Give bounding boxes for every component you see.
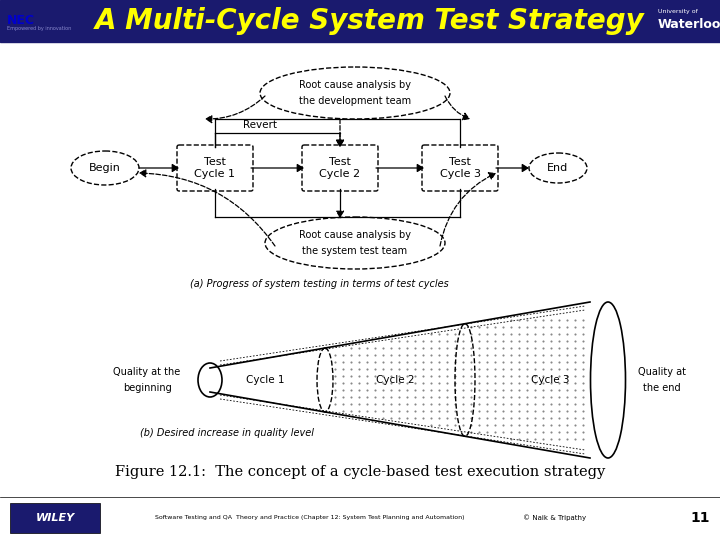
Text: A Multi-Cycle System Test Strategy: A Multi-Cycle System Test Strategy bbox=[95, 7, 645, 35]
Text: Quality at: Quality at bbox=[638, 367, 686, 377]
Text: Test
Cycle 3: Test Cycle 3 bbox=[439, 157, 480, 179]
Text: 11: 11 bbox=[690, 511, 710, 525]
Text: WILEY: WILEY bbox=[35, 513, 75, 523]
FancyBboxPatch shape bbox=[177, 145, 253, 191]
Text: End: End bbox=[547, 163, 569, 173]
Text: University of: University of bbox=[658, 9, 698, 14]
Text: Cycle 2: Cycle 2 bbox=[376, 375, 414, 385]
Text: Root cause analysis by: Root cause analysis by bbox=[299, 80, 411, 90]
Text: © Naik & Tripathy: © Naik & Tripathy bbox=[523, 515, 587, 521]
Text: Test
Cycle 2: Test Cycle 2 bbox=[320, 157, 361, 179]
Text: Quality at the: Quality at the bbox=[113, 367, 181, 377]
Text: NEC: NEC bbox=[7, 14, 35, 27]
Text: beginning: beginning bbox=[122, 383, 171, 393]
Text: Figure 12.1:  The concept of a cycle-based test execution strategy: Figure 12.1: The concept of a cycle-base… bbox=[115, 465, 605, 479]
Text: Begin: Begin bbox=[89, 163, 121, 173]
Bar bbox=[10, 503, 100, 533]
Text: the system test team: the system test team bbox=[302, 246, 408, 256]
Text: Empowered by innovation: Empowered by innovation bbox=[7, 26, 71, 31]
Text: the development team: the development team bbox=[299, 96, 411, 106]
Text: the end: the end bbox=[643, 383, 681, 393]
Text: (b) Desired increase in quality level: (b) Desired increase in quality level bbox=[140, 428, 314, 438]
Text: Cycle 3: Cycle 3 bbox=[531, 375, 570, 385]
Text: (a) Progress of system testing in terms of test cycles: (a) Progress of system testing in terms … bbox=[190, 279, 449, 289]
Text: Waterloo: Waterloo bbox=[658, 18, 720, 31]
Text: Software Testing and QA  Theory and Practice (Chapter 12: System Test Planning a: Software Testing and QA Theory and Pract… bbox=[156, 516, 464, 521]
Text: Test
Cycle 1: Test Cycle 1 bbox=[194, 157, 235, 179]
FancyBboxPatch shape bbox=[302, 145, 378, 191]
FancyBboxPatch shape bbox=[422, 145, 498, 191]
Text: Cycle 1: Cycle 1 bbox=[246, 375, 284, 385]
Bar bbox=[0, 0, 720, 42]
Text: Root cause analysis by: Root cause analysis by bbox=[299, 230, 411, 240]
Text: Revert: Revert bbox=[243, 120, 276, 130]
